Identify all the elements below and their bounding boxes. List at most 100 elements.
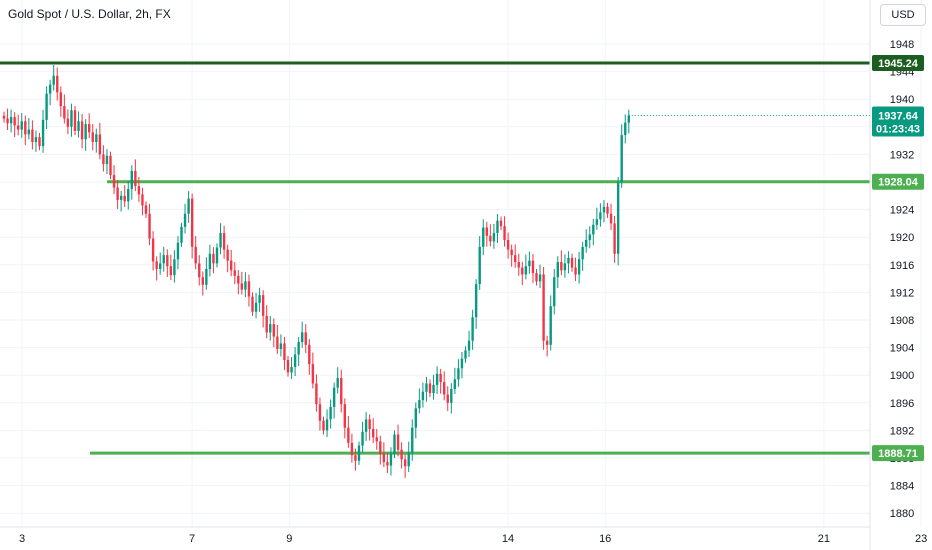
candle-body [41,119,45,147]
candle-body [329,406,332,420]
candle-body [464,350,467,359]
candle-body [59,92,62,107]
candle-body [258,295,261,303]
candle-body [34,137,38,142]
candle-body [230,260,233,271]
candle-body [244,281,247,290]
candle-body [538,274,542,282]
candle-body [311,364,315,384]
price-tick-label: 1940 [890,94,914,106]
candle-body [364,419,368,432]
candle-body [201,277,204,285]
candle-body [119,195,123,200]
level-price-label: 1928.04 [878,177,919,189]
candle-body [609,213,613,224]
candle-body [13,117,16,126]
candle-body [524,266,528,275]
candle-body [56,75,59,93]
candle-body [247,281,251,297]
candle-body [130,170,133,189]
candle-body [91,132,94,142]
price-tick-label: 1880 [890,508,914,520]
candle-body [389,453,393,466]
price-tick-label: 1900 [890,370,914,382]
candle-body [45,93,48,120]
candle-body [443,382,446,395]
candle-body [393,434,396,454]
candle-body [343,404,346,428]
candle-body [198,263,201,278]
level-price-label-bg [872,173,924,190]
candle-body [332,387,336,407]
candle-body [357,445,361,461]
candle-body [379,441,382,454]
candle-body [169,266,173,276]
price-tick-label: 1884 [890,481,914,493]
candle-body [361,431,364,446]
candle-body [616,182,620,254]
candle-body [627,115,630,123]
candle-body [567,257,570,264]
candle-body [496,220,499,234]
candle-body [595,219,599,225]
candle-body [336,377,339,388]
candle-body [411,427,414,453]
candle-body [545,340,549,345]
candle-body [237,275,240,284]
support-resistance-levels [0,61,870,455]
time-tick-label: 21 [818,533,830,545]
candle-body [123,195,126,202]
candle-body [283,343,286,361]
candlesticks [2,64,870,478]
candle-body [190,198,194,247]
candle-body [453,379,457,389]
candle-body [137,186,141,195]
candle-body [499,220,503,227]
candle-body [414,408,417,428]
candle-body [293,354,297,367]
candle-body [151,238,155,262]
candle-body [531,260,535,274]
candle-body [570,257,574,268]
candle-body [446,394,449,403]
price-tick-label: 1908 [890,315,914,327]
candle-body [425,383,428,392]
candle-body [553,277,556,307]
candle-body [208,253,212,269]
price-tick-label: 1904 [890,343,914,355]
time-axis[interactable]: 379141621232830Sep5 [19,533,932,545]
currency-button[interactable]: USD [880,4,926,26]
candle-body [80,121,84,140]
candle-body [315,383,318,405]
candle-body [279,343,283,349]
candle-body [176,242,180,260]
level-price-label: 1888.71 [878,448,918,460]
candle-body [577,259,581,275]
candle-body [620,135,623,182]
candle-body [215,247,219,264]
candle-body [506,239,510,250]
price-tick-label: 1916 [890,260,914,272]
candle-body [560,262,563,271]
candle-body [173,259,176,276]
candle-body [159,263,162,269]
candle-body [457,368,460,380]
candle-body [212,253,215,264]
level-price-label-bg [872,445,924,462]
candle-body [432,384,435,394]
candle-body [325,419,329,431]
time-tick-label: 16 [599,533,611,545]
candle-body [503,226,506,240]
candle-body [322,420,325,431]
candle-body [396,434,400,450]
candle-body [599,212,602,220]
candle-body [187,198,190,214]
candle-body [581,246,584,260]
candle-body [31,129,34,142]
candle-body [148,213,151,239]
candle-body [20,121,23,130]
candle-body [428,383,432,394]
price-tick-label: 1892 [890,425,914,437]
